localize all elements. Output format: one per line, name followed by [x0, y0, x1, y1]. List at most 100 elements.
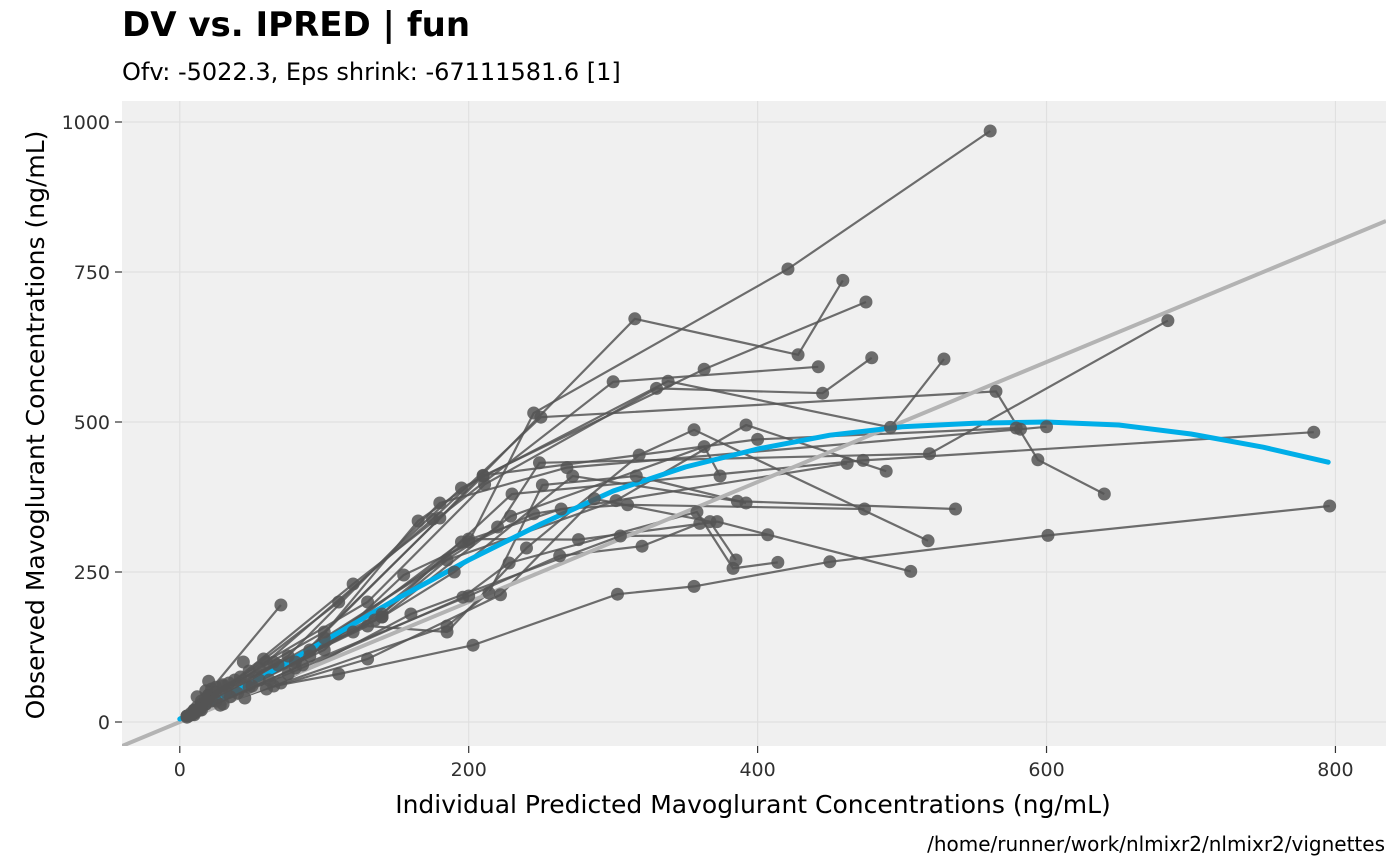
- data-point: [554, 502, 568, 516]
- data-point: [491, 520, 505, 534]
- x-tick-label: 800: [1317, 759, 1353, 781]
- data-point: [502, 556, 516, 570]
- data-point: [317, 643, 331, 657]
- data-point: [532, 456, 546, 470]
- data-point: [375, 610, 389, 624]
- y-axis-ticks: 0 250 500 750 1000: [62, 112, 122, 734]
- data-point: [635, 539, 649, 553]
- data-point: [904, 564, 918, 578]
- data-point: [332, 595, 346, 609]
- data-point: [553, 549, 567, 563]
- data-point: [440, 619, 454, 633]
- y-tick-label: 0: [98, 712, 110, 734]
- chart-title: DV vs. IPRED | fun: [122, 5, 470, 45]
- data-point: [609, 494, 623, 508]
- identity-line: [122, 219, 1386, 746]
- data-point: [571, 533, 585, 547]
- data-point: [621, 498, 635, 512]
- data-point: [751, 432, 765, 446]
- data-point: [729, 553, 743, 567]
- data-point: [346, 625, 360, 639]
- data-point: [713, 469, 727, 483]
- data-point: [397, 568, 411, 582]
- data-point: [858, 502, 872, 516]
- data-point: [317, 631, 331, 645]
- data-point: [937, 352, 951, 366]
- data-point: [447, 565, 461, 579]
- data-point: [222, 676, 236, 690]
- data-point: [865, 351, 879, 365]
- data-point: [534, 410, 548, 424]
- data-point: [271, 658, 285, 672]
- data-point: [274, 598, 288, 612]
- y-axis-title: Observed Mavoglurant Concentrations (ng/…: [21, 131, 50, 720]
- subject-line: [222, 520, 911, 688]
- x-tick-label: 200: [451, 759, 487, 781]
- data-point: [505, 487, 519, 501]
- data-point: [1307, 425, 1321, 439]
- data-point: [476, 468, 490, 482]
- data-point: [983, 124, 997, 138]
- data-point: [649, 381, 663, 395]
- y-tick-label: 500: [74, 412, 110, 434]
- data-point: [527, 507, 541, 521]
- gridlines: [122, 101, 1386, 746]
- data-point: [1041, 528, 1055, 542]
- data-point: [1031, 453, 1045, 467]
- data-point: [781, 262, 795, 276]
- data-point: [281, 649, 295, 663]
- data-point: [816, 386, 830, 400]
- data-point: [462, 589, 476, 603]
- data-point: [610, 587, 624, 601]
- data-point: [519, 541, 533, 555]
- data-point: [1009, 421, 1023, 435]
- data-point: [411, 514, 425, 528]
- data-point: [566, 469, 580, 483]
- data-point: [606, 375, 620, 389]
- data-point: [761, 528, 775, 542]
- data-point: [462, 532, 476, 546]
- data-point: [739, 496, 753, 510]
- data-point: [921, 534, 935, 548]
- data-point: [628, 312, 642, 326]
- data-point: [629, 469, 643, 483]
- data-point: [1161, 314, 1175, 328]
- data-point: [296, 658, 310, 672]
- data-point: [989, 384, 1003, 398]
- data-point: [361, 652, 375, 666]
- data-point: [879, 464, 893, 478]
- data-point: [466, 638, 480, 652]
- data-point: [482, 586, 496, 600]
- x-tick-label: 400: [739, 759, 775, 781]
- data-point: [693, 516, 707, 530]
- data-point: [361, 595, 375, 609]
- data-point: [1097, 487, 1111, 501]
- data-point: [262, 673, 276, 687]
- data-point: [274, 676, 288, 690]
- data-point: [216, 697, 230, 711]
- y-tick-label: 750: [74, 262, 110, 284]
- data-point: [454, 481, 468, 495]
- data-point: [504, 509, 518, 523]
- data-point: [859, 295, 873, 309]
- data-point: [687, 579, 701, 593]
- data-point: [493, 588, 507, 602]
- data-point: [535, 478, 549, 492]
- data-point: [697, 440, 711, 454]
- data-point: [433, 496, 447, 510]
- data-point: [332, 667, 346, 681]
- data-point: [209, 680, 223, 694]
- data-point: [703, 515, 717, 529]
- data-point: [587, 492, 601, 506]
- data-point: [856, 453, 870, 467]
- data-point: [949, 502, 963, 516]
- data-point: [739, 418, 753, 432]
- data-point: [840, 456, 854, 470]
- data-point: [199, 684, 213, 698]
- data-point: [281, 667, 295, 681]
- x-axis-title: Individual Predicted Mavoglurant Concent…: [395, 790, 1111, 819]
- data-point: [404, 607, 418, 621]
- data-point: [236, 655, 250, 669]
- data-point: [346, 577, 360, 591]
